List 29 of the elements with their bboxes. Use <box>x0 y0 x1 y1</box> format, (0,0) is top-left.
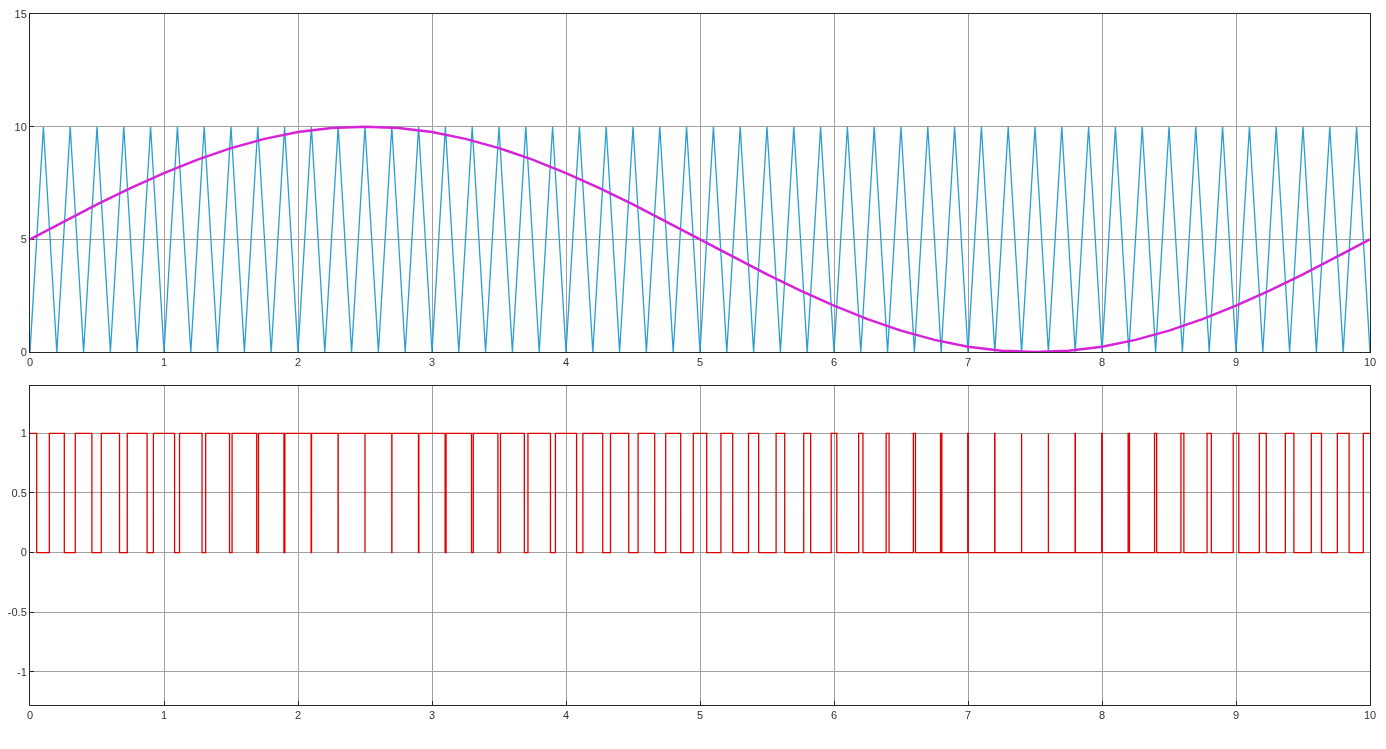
y-tick-label: 0 <box>20 345 27 358</box>
y-tick-label: 10 <box>14 120 27 133</box>
y-tick-label: 0.5 <box>11 486 27 499</box>
x-tick-label: 7 <box>964 356 972 369</box>
x-tick-label: 8 <box>1098 709 1106 722</box>
x-tick-label: 5 <box>696 709 704 722</box>
x-tick-label: 5 <box>696 356 704 369</box>
y-tick-label: 0 <box>20 546 27 559</box>
x-tick-label: 9 <box>1232 709 1240 722</box>
x-tick-label: 9 <box>1232 356 1240 369</box>
x-tick-label: 4 <box>562 709 570 722</box>
x-tick-label: 3 <box>428 356 436 369</box>
y-tick-label: -0.5 <box>7 605 27 618</box>
x-tick-label: 10 <box>1363 709 1377 722</box>
y-tick-label: 1 <box>20 427 27 440</box>
x-tick-label: 10 <box>1363 356 1377 369</box>
x-tick-label: 1 <box>160 709 168 722</box>
x-tick-label: 3 <box>428 709 436 722</box>
x-tick-label: 8 <box>1098 356 1106 369</box>
x-tick-label: 7 <box>964 709 972 722</box>
x-tick-label: 2 <box>294 709 302 722</box>
x-tick-label: 6 <box>830 709 838 722</box>
x-tick-label: 4 <box>562 356 570 369</box>
y-tick-label: -1 <box>17 665 27 678</box>
x-tick-label: 1 <box>160 356 168 369</box>
x-tick-label: 2 <box>294 356 302 369</box>
x-tick-label: 6 <box>830 356 838 369</box>
y-tick-label: 15 <box>14 7 27 20</box>
y-tick-label: 5 <box>20 233 27 246</box>
